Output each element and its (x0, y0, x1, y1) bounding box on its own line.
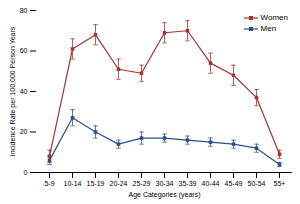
svg-text:40: 40 (20, 88, 28, 95)
svg-text:45-49: 45-49 (225, 180, 243, 187)
svg-text:20: 20 (20, 128, 28, 135)
svg-text:10-14: 10-14 (64, 180, 82, 187)
svg-text:35-39: 35-39 (179, 180, 197, 187)
svg-text:Incidence Rate per 100,000 Per: Incidence Rate per 100,000 Person Years (9, 26, 17, 156)
svg-text:25-29: 25-29 (133, 180, 151, 187)
html-text:Women: Women (260, 13, 288, 22)
svg-text:0: 0 (24, 169, 28, 176)
svg-text:20-24: 20-24 (110, 180, 128, 187)
svg-text:55+: 55+ (274, 180, 286, 187)
svg-text:80: 80 (20, 7, 28, 14)
svg-text:40-44: 40-44 (202, 180, 220, 187)
html-text:Men: Men (260, 24, 277, 33)
svg-text:Age Categories (years): Age Categories (years) (129, 191, 201, 199)
svg-text:30-34: 30-34 (156, 180, 174, 187)
svg-text:60: 60 (20, 47, 28, 54)
svg-text:5-9: 5-9 (44, 180, 54, 187)
svg-text:50-54: 50-54 (248, 180, 266, 187)
svg-text:15-19: 15-19 (87, 180, 105, 187)
